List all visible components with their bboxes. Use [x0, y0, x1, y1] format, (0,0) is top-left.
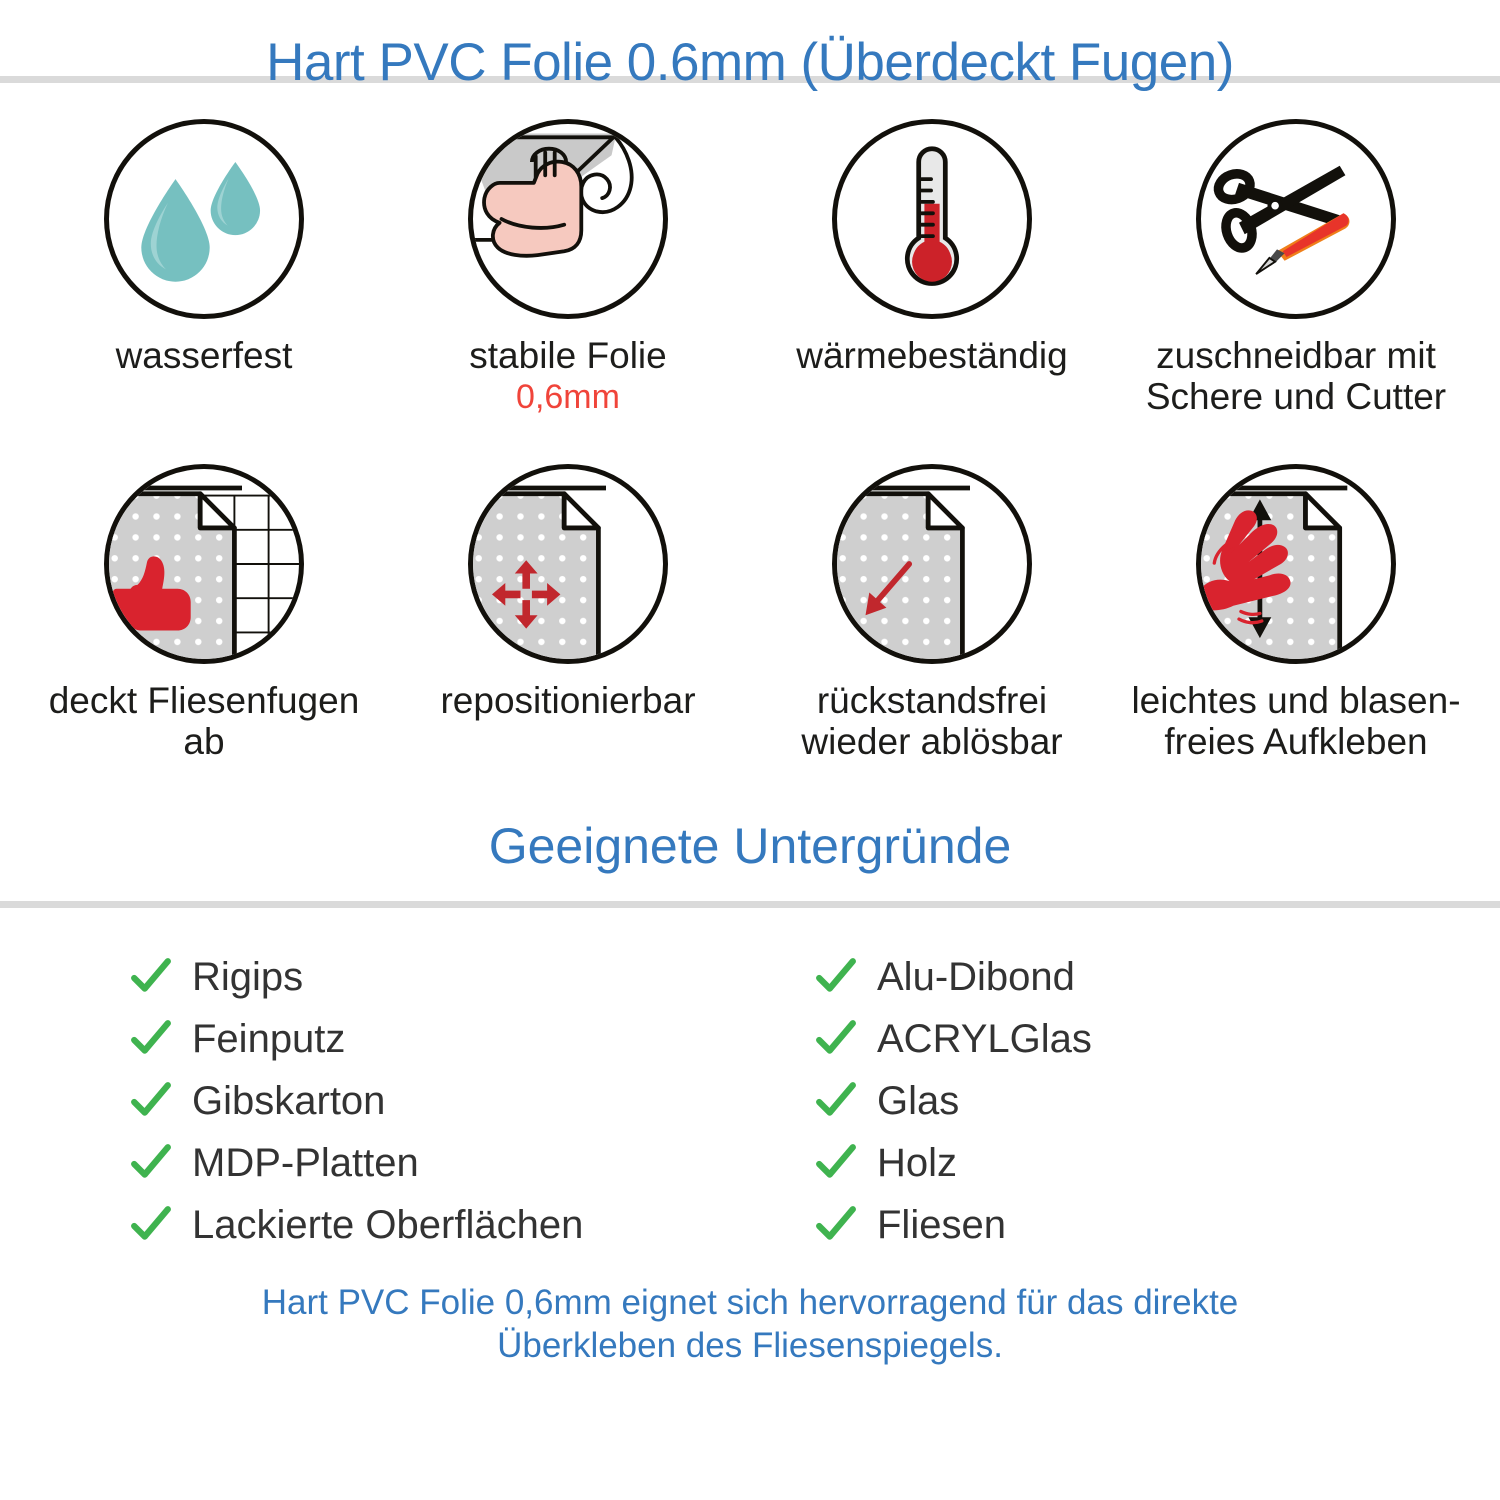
flexed-bicep-foil-icon — [468, 119, 668, 319]
check-icon — [815, 1018, 857, 1060]
list-item-label: MDP-Platten — [192, 1141, 419, 1185]
substrates-checklist: Rigips Feinputz Gibskarton MDP-Platten L… — [0, 908, 1500, 1254]
check-icon — [130, 1080, 172, 1122]
list-item-label: Lackierte Oberflächen — [192, 1203, 584, 1247]
feature-waermebestaendig: wärmebeständig — [750, 119, 1114, 464]
feature-wasserfest: wasserfest — [22, 119, 386, 464]
check-icon — [815, 1142, 857, 1184]
feature-repositionierbar: repositionierbar — [386, 464, 750, 809]
check-icon — [815, 1080, 857, 1122]
feature-label: zuschneidbar mit Schere und Cutter — [1145, 335, 1447, 418]
section-title-substrates: Geeignete Untergründe — [488, 818, 1012, 874]
check-icon — [130, 1204, 172, 1246]
list-item: Fliesen — [815, 1196, 1500, 1254]
list-item: MDP-Platten — [130, 1134, 815, 1192]
check-icon — [130, 1018, 172, 1060]
list-item: Lackierte Oberflächen — [130, 1196, 815, 1254]
feature-stabile-folie: stabile Folie 0,6mm — [386, 119, 750, 464]
list-item-label: Glas — [877, 1079, 960, 1123]
page-title: Hart PVC Folie 0.6mm (Überdeckt Fugen) — [266, 33, 1234, 92]
footer-note: Hart PVC Folie 0,6mm eignet sich hervorr… — [0, 1282, 1500, 1367]
feature-label: wasserfest — [115, 335, 293, 376]
feature-label: leichtes und blasen- freies Aufkleben — [1131, 680, 1461, 763]
list-item: Alu-Dibond — [815, 948, 1500, 1006]
peel-arrow-film-icon — [832, 464, 1032, 664]
feature-zuschneidbar: zuschneidbar mit Schere und Cutter — [1114, 119, 1478, 464]
check-icon — [130, 956, 172, 998]
thermometer-icon — [832, 119, 1032, 319]
list-item-label: ACRYLGlas — [877, 1017, 1092, 1061]
water-drops-icon — [104, 119, 304, 319]
list-item: Holz — [815, 1134, 1500, 1192]
check-icon — [815, 956, 857, 998]
list-item: ACRYLGlas — [815, 1010, 1500, 1068]
check-icon — [130, 1142, 172, 1184]
list-item-label: Rigips — [192, 955, 304, 999]
feature-rueckstandsfrei: rückstandsfrei wieder ablösbar — [750, 464, 1114, 809]
scissors-cutter-icon — [1196, 119, 1396, 319]
feature-label: stabile Folie — [469, 335, 667, 376]
footer-note-line2: Überkleben des Fliesenspiegels. — [497, 1325, 1003, 1365]
list-item: Rigips — [130, 948, 815, 1006]
substrates-column-right: Alu-Dibond ACRYLGlas Glas Holz Fliesen — [815, 948, 1500, 1254]
list-item-label: Alu-Dibond — [877, 955, 1075, 999]
list-item: Feinputz — [130, 1010, 815, 1068]
check-icon — [815, 1204, 857, 1246]
feature-deckt-fliesenfugen: deckt Fliesenfugen ab — [22, 464, 386, 809]
feature-sublabel: 0,6mm — [516, 378, 620, 417]
feature-label: deckt Fliesenfugen ab — [48, 680, 360, 763]
feature-label: rückstandsfrei wieder ablösbar — [801, 680, 1063, 763]
move-arrows-film-icon — [468, 464, 668, 664]
feature-label: wärmebeständig — [796, 335, 1068, 376]
substrates-divider — [0, 901, 1500, 908]
footer-note-line1: Hart PVC Folie 0,6mm eignet sich hervorr… — [261, 1283, 1239, 1322]
list-item-label: Holz — [877, 1141, 958, 1185]
feature-blasenfreies-aufkleben: leichtes und blasen- freies Aufkleben — [1114, 464, 1478, 809]
thumbs-up-tile-grid-icon — [104, 464, 304, 664]
list-item-label: Fliesen — [877, 1203, 1006, 1247]
header-divider — [0, 76, 1500, 83]
substrates-column-left: Rigips Feinputz Gibskarton MDP-Platten L… — [130, 948, 815, 1254]
feature-label: repositionierbar — [440, 680, 696, 721]
list-item-label: Gibskarton — [192, 1079, 386, 1123]
feature-grid: wasserfest stabile Folie 0,6mm — [0, 83, 1500, 809]
smoothing-hand-film-icon — [1196, 464, 1396, 664]
list-item: Gibskarton — [130, 1072, 815, 1130]
list-item: Glas — [815, 1072, 1500, 1130]
list-item-label: Feinputz — [192, 1017, 346, 1061]
